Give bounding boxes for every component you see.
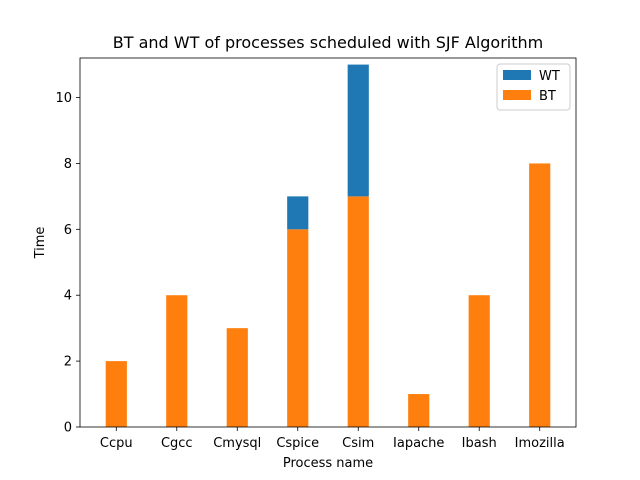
x-tick-label: Csim <box>342 436 374 451</box>
legend-label-wt: WT <box>539 69 560 84</box>
x-tick-label: Cgcc <box>161 436 193 451</box>
y-tick-label: 4 <box>64 289 72 304</box>
bar-bt-cmysql <box>226 328 248 427</box>
y-axis-label: Time <box>33 227 48 260</box>
x-tick-label: Cmysql <box>213 436 261 451</box>
x-tick-label: Imozilla <box>515 436 565 451</box>
bar-wt-cspice <box>287 196 309 230</box>
legend: WT BT <box>496 63 571 111</box>
bar-bt-cgcc <box>166 295 188 427</box>
y-tick-label: 0 <box>64 421 72 436</box>
bar-bt-csim <box>347 196 369 427</box>
bars-group <box>105 64 551 427</box>
x-tick-label: Iapache <box>393 436 444 451</box>
bar-bt-iapache <box>408 394 430 427</box>
bar-bt-ccpu <box>105 361 127 427</box>
bar-bt-ibash <box>468 295 490 427</box>
x-tick-label: Cspice <box>276 436 319 451</box>
bar-bt-cspice <box>287 229 309 427</box>
y-tick-label: 8 <box>64 157 72 172</box>
y-tick-label: 6 <box>64 223 72 238</box>
legend-label-bt: BT <box>539 89 556 104</box>
bar-wt-csim <box>347 64 369 197</box>
legend-swatch-wt <box>503 70 531 80</box>
bar-bt-imozilla <box>529 163 551 427</box>
legend-swatch-bt <box>503 90 531 100</box>
chart-title: BT and WT of processes scheduled with SJ… <box>113 33 543 52</box>
y-tick-label: 10 <box>55 91 72 106</box>
plot-frame <box>79 57 577 428</box>
x-axis-label: Process name <box>283 456 373 471</box>
x-tick-label: Ibash <box>462 436 497 451</box>
y-tick-label: 2 <box>64 355 72 370</box>
axes-group: Ccpu Cgcc Cmysql Cspice Csim Iapache Ibash Imoz… <box>55 57 577 451</box>
x-tick-label: Ccpu <box>100 436 133 451</box>
